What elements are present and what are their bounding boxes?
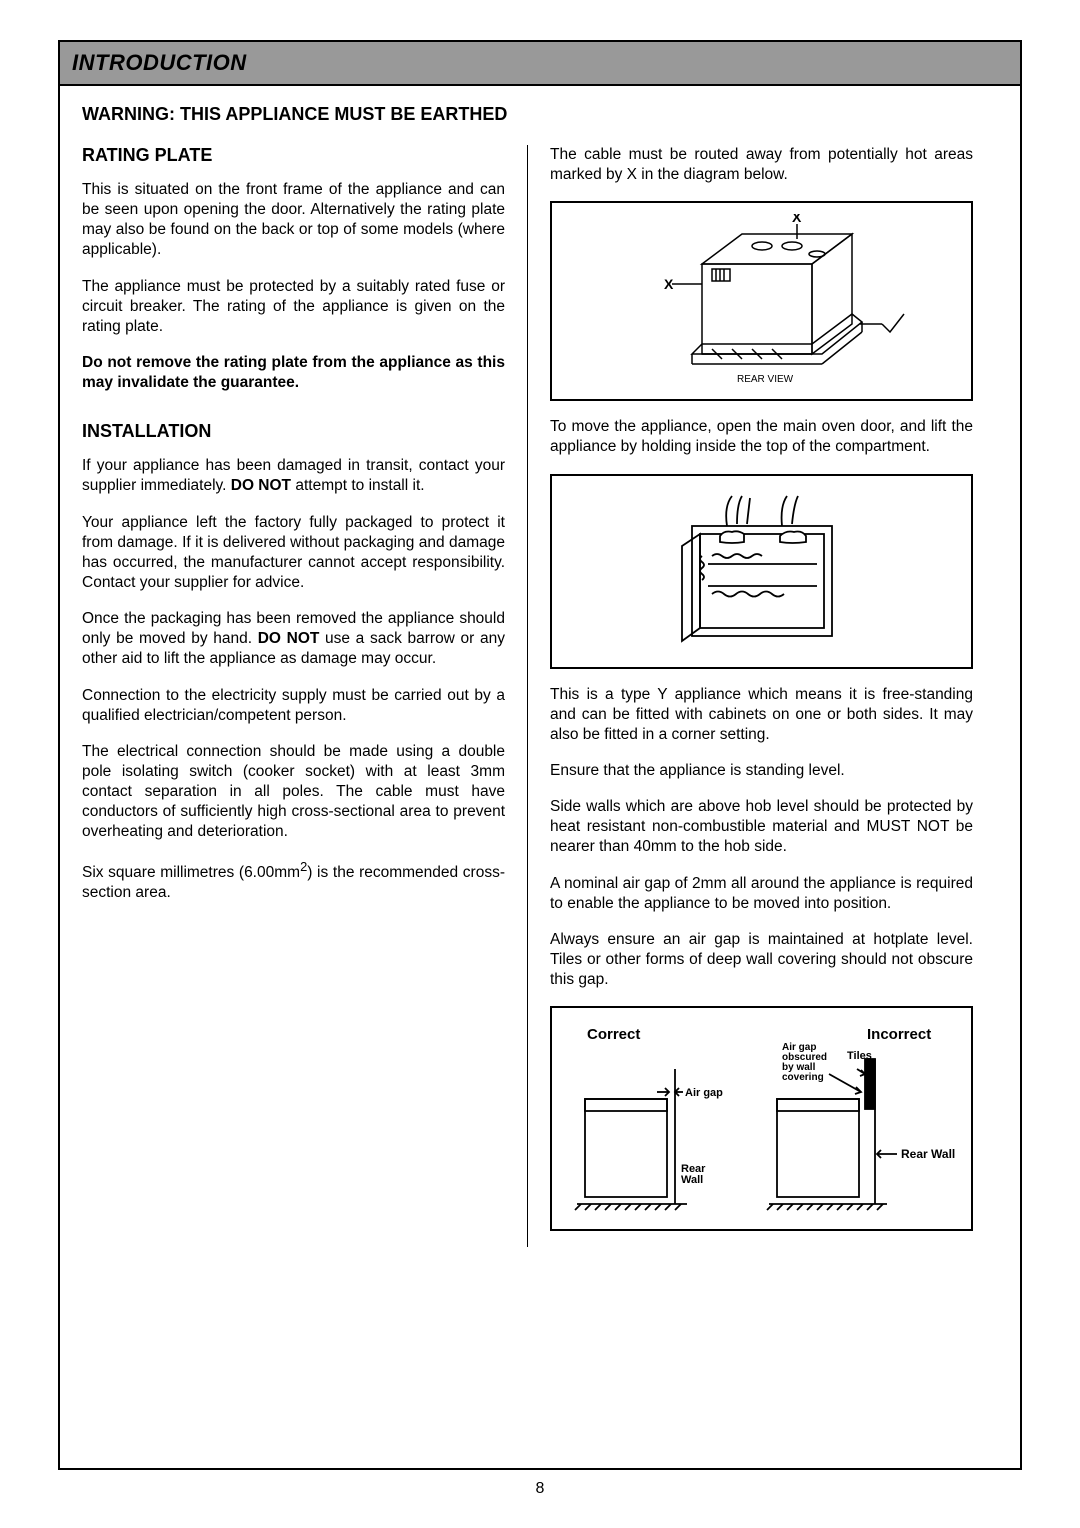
correct-label: Correct [587, 1026, 640, 1043]
rating-plate-p1: This is situated on the front frame of t… [82, 180, 505, 261]
page-border: INTRODUCTION WARNING: THIS APPLIANCE MUS… [58, 40, 1022, 1470]
air-gap-label: Air gap [685, 1087, 723, 1099]
correct-incorrect-diagram: Correct Incorrect Air gap RearWall Air g… [550, 1006, 973, 1231]
rating-plate-p2: The appliance must be protected by a sui… [82, 277, 505, 337]
x-label-2: X [792, 214, 802, 225]
install-p1: If your appliance has been damaged in tr… [82, 456, 505, 496]
rear-wall-small-label: RearWall [681, 1163, 706, 1186]
install-p2: Your appliance left the factory fully pa… [82, 513, 505, 594]
install-p5: The electrical connection should be made… [82, 742, 505, 843]
move-appliance-p: To move the appliance, open the main ove… [550, 417, 973, 457]
rear-view-label: REAR VIEW [737, 374, 794, 385]
install-p3: Once the packaging has been removed the … [82, 609, 505, 669]
installation-heading: INSTALLATION [82, 421, 505, 442]
page-number: 8 [58, 1480, 1022, 1498]
rear-wall-label: Rear Wall [901, 1147, 955, 1161]
rear-view-svg: X X REAR VIEW [582, 214, 942, 389]
warning-heading: WARNING: THIS APPLIANCE MUST BE EARTHED [82, 104, 998, 125]
install-p4: Connection to the electricity supply mus… [82, 686, 505, 726]
rating-plate-heading: RATING PLATE [82, 145, 505, 166]
level-p: Ensure that the appliance is standing le… [550, 761, 973, 781]
rating-plate-warning: Do not remove the rating plate from the … [82, 353, 505, 393]
content-area: WARNING: THIS APPLIANCE MUST BE EARTHED … [60, 86, 1020, 1247]
type-y-p: This is a type Y appliance which means i… [550, 685, 973, 745]
right-column: The cable must be routed away from poten… [528, 145, 973, 1247]
tiles-label: Tiles [847, 1050, 872, 1062]
airgap-p: A nominal air gap of 2mm all around the … [550, 874, 973, 914]
rear-view-diagram: X X REAR VIEW [550, 201, 973, 401]
x-label-1: X [664, 276, 674, 292]
lift-diagram [550, 474, 973, 669]
correct-incorrect-svg: Correct Incorrect Air gap RearWall Air g… [557, 1014, 967, 1224]
obscured-label: Air gapobscuredby wallcovering [782, 1042, 827, 1083]
lift-svg [652, 486, 872, 656]
install-p6: Six square millimetres (6.00mm2) is the … [82, 859, 505, 903]
section-header: INTRODUCTION [60, 42, 1020, 86]
cable-routing-p: The cable must be routed away from poten… [550, 145, 973, 185]
left-column: RATING PLATE This is situated on the fro… [82, 145, 527, 1247]
incorrect-label: Incorrect [867, 1026, 931, 1043]
hotplate-gap-p: Always ensure an air gap is maintained a… [550, 930, 973, 990]
sidewalls-p: Side walls which are above hob level sho… [550, 797, 973, 857]
two-column-layout: RATING PLATE This is situated on the fro… [82, 145, 998, 1247]
